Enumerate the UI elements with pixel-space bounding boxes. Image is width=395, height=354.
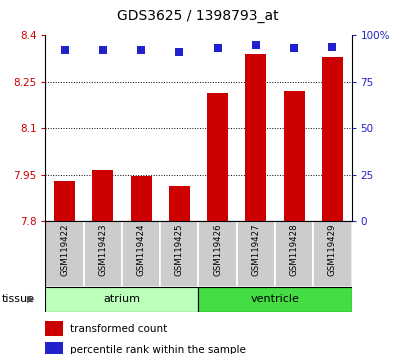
Bar xyxy=(169,185,190,221)
Text: transformed count: transformed count xyxy=(70,324,167,334)
Point xyxy=(253,42,259,47)
Bar xyxy=(84,221,122,287)
Text: GSM119422: GSM119422 xyxy=(60,224,69,276)
Text: ventricle: ventricle xyxy=(250,294,299,304)
Bar xyxy=(45,342,64,354)
Bar xyxy=(275,221,313,287)
Bar xyxy=(199,287,352,312)
Text: percentile rank within the sample: percentile rank within the sample xyxy=(70,345,246,354)
Point xyxy=(138,47,144,53)
Point xyxy=(176,49,182,55)
Bar xyxy=(45,321,64,336)
Bar xyxy=(131,176,152,221)
Bar xyxy=(199,221,237,287)
Bar xyxy=(313,221,352,287)
Bar xyxy=(237,221,275,287)
Bar xyxy=(92,170,113,221)
Text: GDS3625 / 1398793_at: GDS3625 / 1398793_at xyxy=(117,9,278,23)
Bar xyxy=(122,221,160,287)
Bar xyxy=(160,221,199,287)
Text: GSM119428: GSM119428 xyxy=(290,224,299,276)
Point xyxy=(329,44,336,49)
Text: GSM119423: GSM119423 xyxy=(98,224,107,276)
Text: GSM119426: GSM119426 xyxy=(213,224,222,276)
Bar xyxy=(45,287,199,312)
Bar xyxy=(207,93,228,221)
Bar xyxy=(322,57,343,221)
Text: atrium: atrium xyxy=(103,294,141,304)
Text: tissue: tissue xyxy=(2,294,35,304)
Text: GSM119429: GSM119429 xyxy=(328,224,337,276)
Point xyxy=(214,46,221,51)
Bar xyxy=(284,91,305,221)
Bar xyxy=(45,221,84,287)
Text: ▶: ▶ xyxy=(27,294,34,304)
Bar xyxy=(54,181,75,221)
Text: GSM119425: GSM119425 xyxy=(175,224,184,276)
Point xyxy=(61,47,68,53)
Bar xyxy=(245,54,266,221)
Text: GSM119427: GSM119427 xyxy=(251,224,260,276)
Point xyxy=(291,46,297,51)
Point xyxy=(100,47,106,53)
Text: GSM119424: GSM119424 xyxy=(137,224,146,276)
